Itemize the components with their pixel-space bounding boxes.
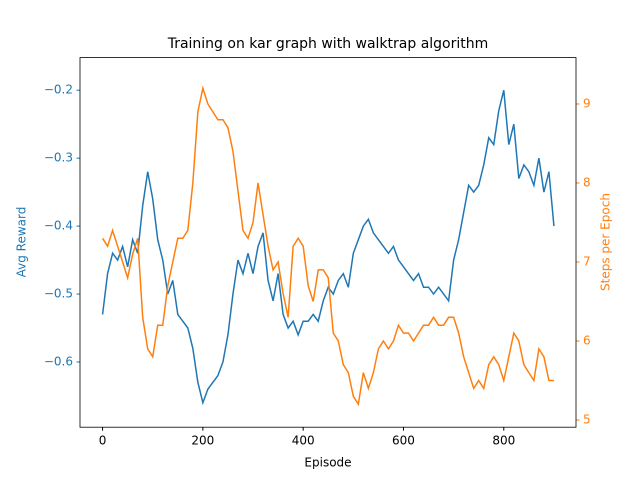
- x-tick-label: 400: [292, 434, 315, 448]
- x-axis-label: Episode: [304, 456, 351, 470]
- x-tick-label: 0: [99, 434, 107, 448]
- y-tick-label: −0.4: [44, 219, 73, 233]
- data-line: [101, 85, 554, 407]
- x-tick-label: 600: [392, 434, 415, 448]
- y-tick-label: −0.6: [44, 354, 73, 368]
- x-tick-label: 200: [191, 434, 214, 448]
- y2-axis-label: Steps per Epoch: [599, 193, 613, 291]
- y2-tick-label: 5: [583, 413, 591, 427]
- x-tick-label: 800: [492, 434, 515, 448]
- y2-tick-label: 9: [583, 96, 591, 110]
- y-tick-label: −0.2: [44, 83, 73, 97]
- chart-title: Training on kar graph with walktrap algo…: [167, 36, 489, 52]
- data-line: [101, 90, 555, 406]
- y2-tick-label: 6: [583, 334, 591, 348]
- plot-frame: [79, 57, 577, 428]
- y-tick-label: −0.5: [44, 287, 73, 301]
- y-axis-label: Avg Reward: [15, 207, 29, 278]
- y2-tick-label: 7: [583, 254, 591, 268]
- y2-tick-label: 8: [583, 175, 591, 189]
- y-tick-label: −0.3: [44, 151, 73, 165]
